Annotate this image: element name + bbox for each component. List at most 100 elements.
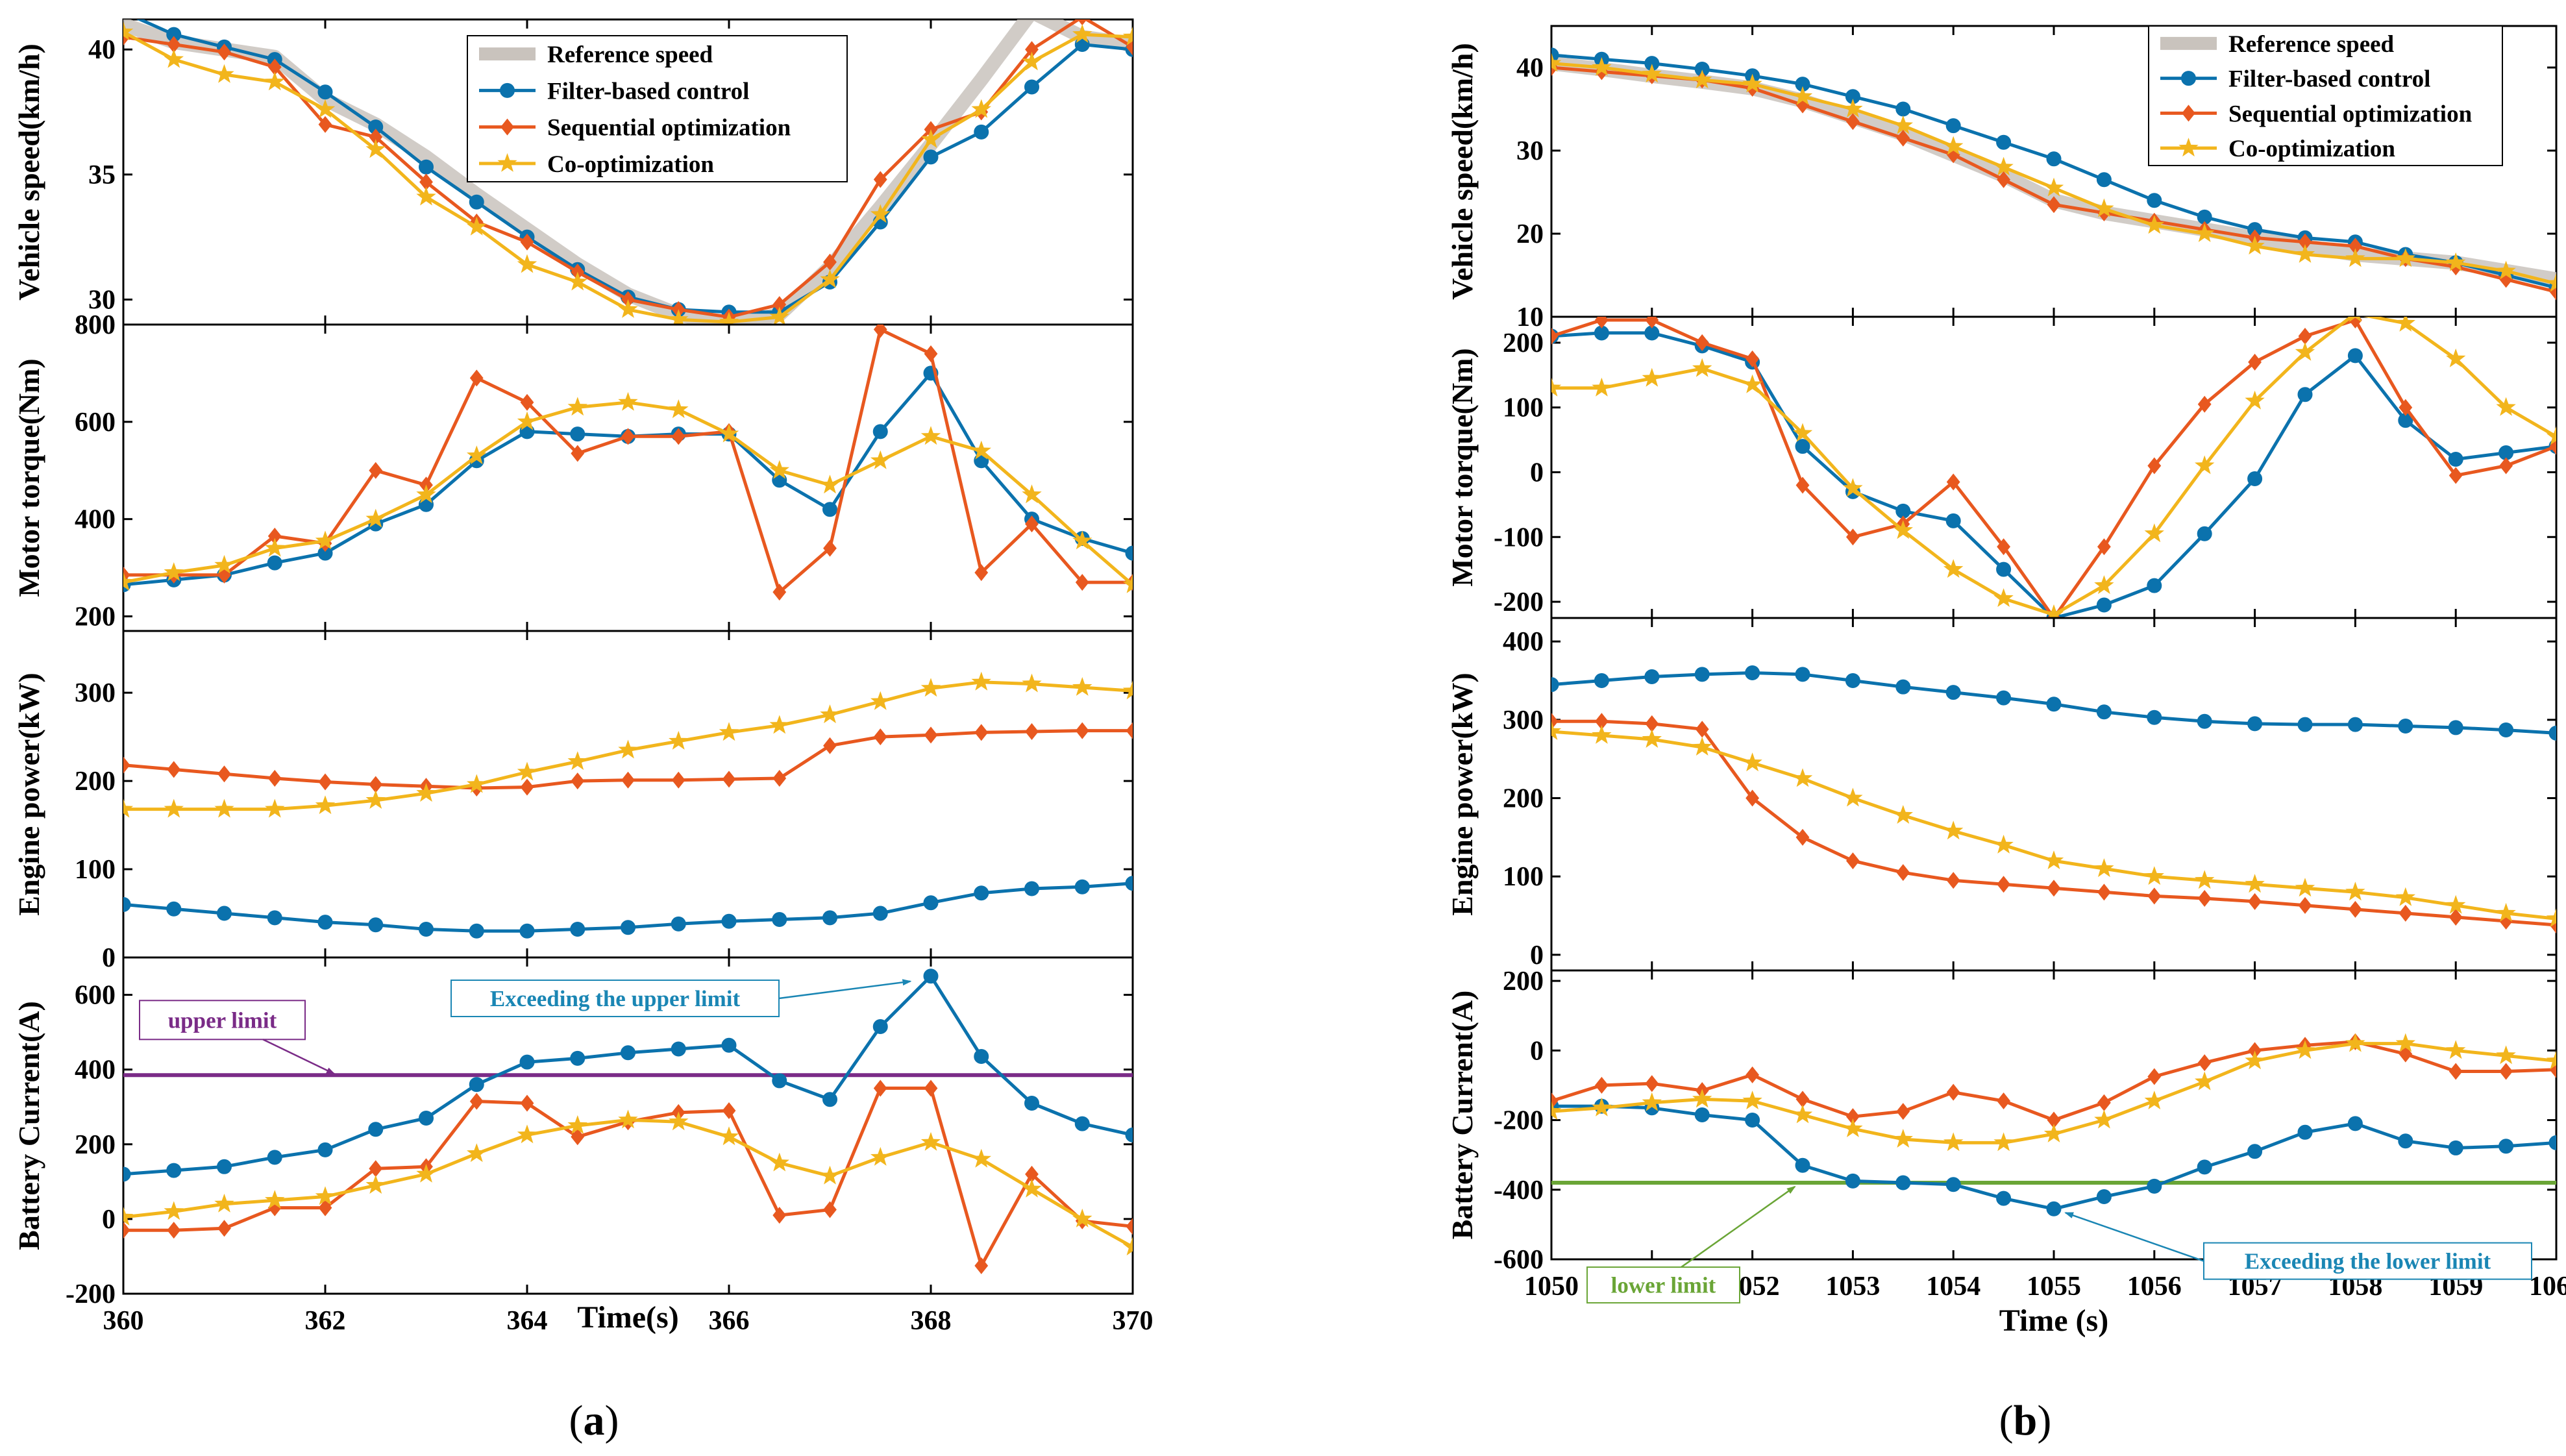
- x-tick-label: 364: [507, 1306, 548, 1336]
- co-optimization-point: [1742, 73, 1762, 93]
- filter-based-control-point: [2347, 1116, 2363, 1131]
- co-optimization-point: [1122, 574, 1133, 593]
- panel-a-axes-frame-4: [122, 956, 1134, 1295]
- filter-based-control-point: [923, 149, 939, 165]
- sequential-optimization-point: [1846, 852, 1860, 870]
- filter-based-control-point: [570, 1050, 586, 1066]
- legend-entry-co-optimization: Co-optimization: [479, 151, 714, 178]
- sequential-optimization-point: [267, 770, 282, 787]
- filter-based-control-point: [368, 917, 384, 933]
- filter-based-control-point: [2046, 1201, 2062, 1216]
- co-optimization-point: [2295, 341, 2315, 361]
- filter-based-control-markers: [1551, 665, 2556, 741]
- co-optimization-point: [971, 1148, 991, 1168]
- legend-label: Reference speed: [547, 42, 713, 68]
- co-optimization-point: [2195, 870, 2215, 889]
- filter-based-control-point: [1594, 673, 1609, 689]
- x-tick-label: 370: [1113, 1306, 1153, 1336]
- co-optimization-point: [123, 21, 134, 41]
- sequential-optimization-point: [369, 776, 383, 793]
- co-optimization-point: [315, 795, 336, 815]
- y-tick-label: 10: [1516, 302, 1544, 332]
- co-optimization-point: [971, 440, 991, 460]
- co-optimization-point: [1072, 1208, 1092, 1228]
- y-tick-label: -400: [1494, 1176, 1544, 1205]
- filter-based-control-point: [872, 1018, 888, 1034]
- filter-based-control-point: [2347, 348, 2363, 364]
- co-optimization-markers: [123, 671, 1133, 818]
- filter-based-control-point: [872, 906, 888, 921]
- sequential-optimization-point: [2047, 880, 2061, 897]
- filter-based-control-point: [974, 124, 989, 140]
- filter-based-control-point: [1125, 876, 1133, 891]
- sequential-optimization-point: [1595, 713, 1609, 730]
- co-optimization-point: [1592, 57, 1612, 76]
- y-tick-label: 0: [102, 1205, 116, 1235]
- filter-based-control-point: [1996, 134, 2012, 150]
- co-optimization-point: [971, 99, 991, 118]
- upper-limit-label-group: upper limit: [139, 1000, 336, 1075]
- y-tick-label: 100: [75, 855, 116, 885]
- co-optimization-point: [567, 271, 587, 291]
- filter-based-control-point: [721, 1037, 737, 1053]
- filter-based-control-point: [2347, 717, 2363, 732]
- sequential-optimization-point: [2197, 889, 2212, 907]
- sequential-optimization-point: [267, 527, 282, 545]
- sequential-optimization-point: [823, 253, 837, 271]
- filter-based-control-point: [822, 910, 837, 926]
- y-tick-label: 200: [75, 767, 116, 796]
- co-optimization-point: [1642, 1092, 1662, 1111]
- co-optimization-point: [870, 691, 891, 710]
- y-tick-label: 600: [75, 408, 116, 438]
- sequential-optimization-point: [1025, 41, 1039, 58]
- filter-based-control-point: [2096, 1189, 2112, 1204]
- filter-based-control-point: [822, 1092, 837, 1107]
- co-optimization-point: [820, 475, 840, 494]
- y-tick-label: -200: [66, 1279, 116, 1309]
- co-optimization-markers: [123, 1109, 1133, 1255]
- co-optimization-point: [2245, 1050, 2265, 1070]
- filter-based-control-point: [1024, 79, 1039, 95]
- co-optimization-point: [1692, 358, 1712, 377]
- sequential-optimization-point: [167, 1222, 181, 1239]
- sequential-optimization-point: [419, 173, 433, 191]
- co-optimization-point: [1692, 1089, 1712, 1108]
- filter-based-control-point: [368, 1122, 384, 1137]
- co-optimization-point: [1122, 680, 1133, 700]
- x-tick-label: 368: [911, 1306, 952, 1336]
- sequential-optimization-point: [722, 1102, 736, 1119]
- sequential-optimization-point: [369, 129, 383, 146]
- filter-based-control-point: [469, 923, 484, 939]
- sequential-optimization-point: [823, 737, 837, 754]
- co-optimization-point: [2496, 260, 2516, 280]
- filter-based-control-point: [2398, 1133, 2413, 1149]
- co-optimization-point: [416, 1163, 436, 1183]
- filter-based-control-point: [923, 969, 939, 984]
- y-tick-label: 40: [1516, 53, 1544, 83]
- co-optimization-point: [2345, 882, 2365, 901]
- co-optimization-point: [1742, 374, 1762, 393]
- sequential-optimization-point: [1946, 1083, 1960, 1101]
- sequential-optimization-point: [2298, 327, 2312, 345]
- sequential-optimization-point: [571, 445, 585, 462]
- legend-marker: [2178, 138, 2199, 157]
- sequential-optimization-point: [267, 1199, 282, 1216]
- co-optimization-point: [2496, 397, 2516, 416]
- co-optimization-point: [1993, 834, 2014, 854]
- co-optimization-point: [719, 1126, 739, 1146]
- sequential-optimization-point: [1551, 1092, 1559, 1110]
- filter-based-control-point: [1895, 1175, 1911, 1191]
- filter-based-control-markers: [1551, 1098, 2556, 1216]
- co-optimization-point: [1893, 115, 1913, 134]
- co-optimization-point: [1692, 737, 1712, 756]
- filter-based-control-point: [123, 896, 131, 912]
- sequential-optimization-point: [873, 171, 887, 188]
- co-optimization-point: [1943, 136, 1964, 155]
- filter-based-control-point: [2448, 1140, 2463, 1155]
- co-optimization-point: [820, 1165, 840, 1185]
- sequential-optimization-point: [1645, 715, 1659, 732]
- filter-based-control-point: [2147, 1178, 2162, 1194]
- y-tick-label: 300: [1503, 706, 1544, 735]
- sequential-optimization-point: [123, 1222, 130, 1239]
- sequential-optimization-point: [2248, 353, 2262, 371]
